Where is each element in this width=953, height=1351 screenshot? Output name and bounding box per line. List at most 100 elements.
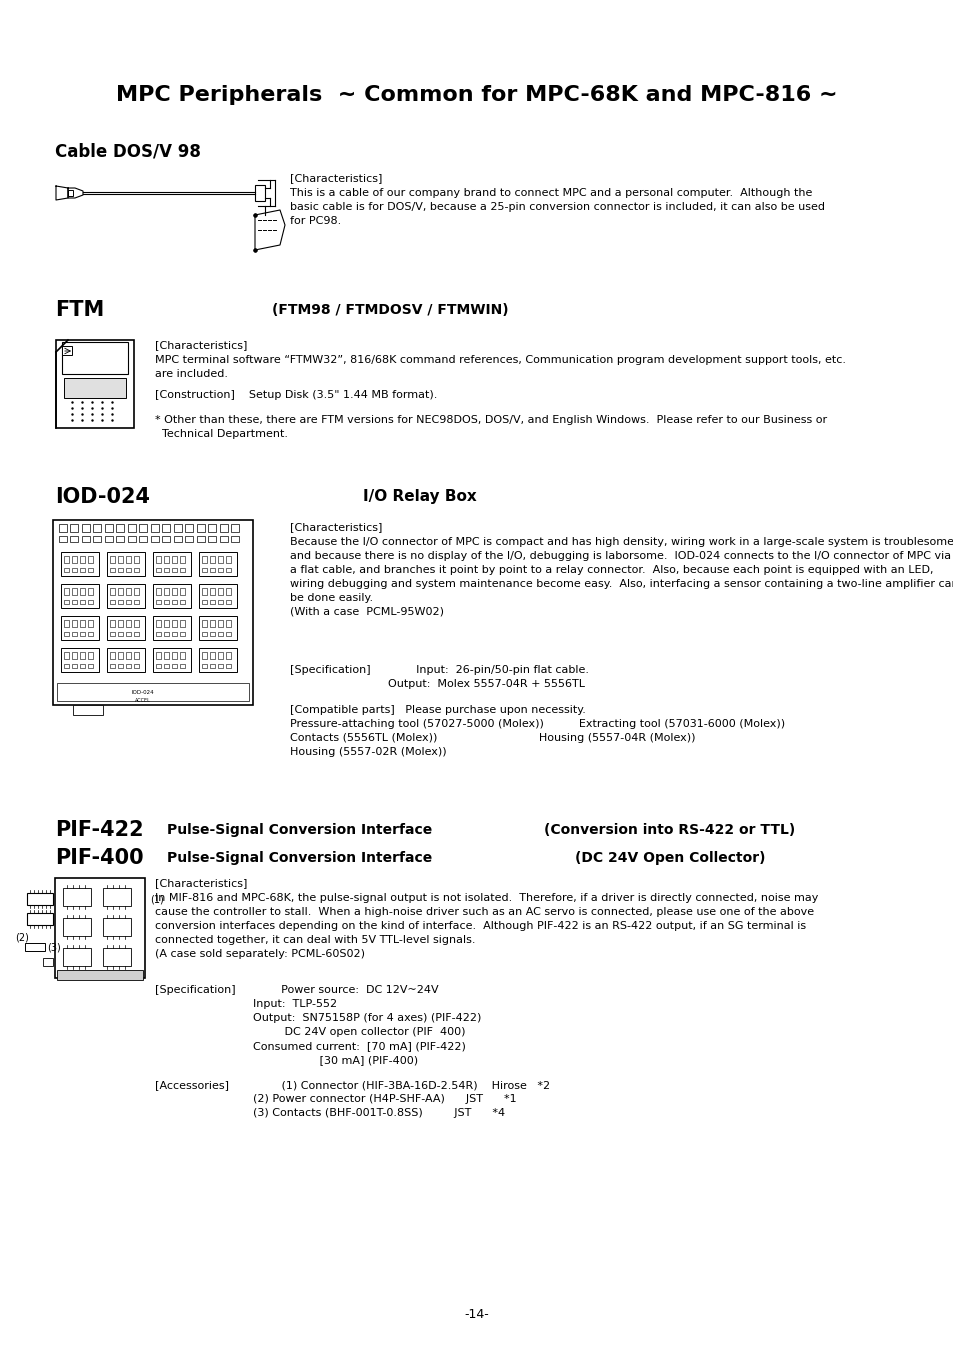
Bar [173, 536, 182, 542]
Bar [80, 620, 85, 627]
Bar [199, 584, 236, 608]
Bar [63, 888, 91, 907]
Bar [180, 600, 185, 604]
Bar [59, 524, 67, 532]
Bar [218, 588, 223, 594]
Bar [126, 557, 131, 563]
Bar [133, 588, 139, 594]
Bar [202, 632, 207, 636]
Bar [62, 346, 71, 355]
Text: (Conversion into RS-422 or TTL): (Conversion into RS-422 or TTL) [544, 823, 795, 838]
Bar [105, 524, 112, 532]
Bar [80, 557, 85, 563]
Bar [64, 588, 69, 594]
Bar [110, 632, 115, 636]
Bar [64, 663, 69, 667]
Bar [199, 648, 236, 671]
Bar [180, 632, 185, 636]
Bar [80, 653, 85, 659]
Bar [202, 653, 207, 659]
Bar [118, 663, 123, 667]
Bar [88, 567, 92, 571]
Bar [82, 536, 90, 542]
Bar [210, 588, 214, 594]
Bar [164, 632, 169, 636]
Bar [71, 620, 77, 627]
Bar [185, 524, 193, 532]
Bar [226, 663, 231, 667]
Bar [71, 632, 77, 636]
Bar [118, 632, 123, 636]
Bar [118, 588, 123, 594]
Text: [Specification]             Power source:  DC 12V~24V
                          : [Specification] Power source: DC 12V~24V [154, 985, 481, 1065]
Bar [226, 557, 231, 563]
Bar [71, 653, 77, 659]
Text: [Characteristics]: [Characteristics] [290, 521, 382, 532]
Bar [68, 190, 73, 196]
Bar [139, 536, 148, 542]
Bar [226, 567, 231, 571]
Bar [156, 557, 161, 563]
Bar [133, 620, 139, 627]
Bar [116, 536, 125, 542]
Bar [164, 588, 169, 594]
Bar [156, 620, 161, 627]
Text: I/O Relay Box: I/O Relay Box [363, 489, 476, 504]
Bar [218, 567, 223, 571]
Bar [185, 536, 193, 542]
Bar [128, 536, 136, 542]
Bar [218, 557, 223, 563]
Text: Cable DOS/V 98: Cable DOS/V 98 [55, 143, 201, 161]
Text: (DC 24V Open Collector): (DC 24V Open Collector) [574, 851, 764, 865]
Bar [164, 653, 169, 659]
Text: FTM: FTM [55, 300, 104, 320]
Bar [133, 557, 139, 563]
Bar [110, 567, 115, 571]
Bar [71, 663, 77, 667]
Bar [80, 632, 85, 636]
Bar [71, 567, 77, 571]
Bar [232, 524, 239, 532]
Bar [162, 524, 171, 532]
Bar [64, 653, 69, 659]
Text: ACCEL: ACCEL [135, 697, 151, 703]
Bar [80, 600, 85, 604]
Bar [63, 948, 91, 966]
Bar [53, 520, 253, 705]
Bar [118, 653, 123, 659]
Bar [226, 588, 231, 594]
Bar [172, 567, 177, 571]
Bar [202, 600, 207, 604]
Bar [164, 557, 169, 563]
Bar [196, 524, 205, 532]
Bar [152, 553, 191, 576]
Text: This is a cable of our company brand to connect MPC and a personal computer.  Al: This is a cable of our company brand to … [290, 188, 824, 226]
Bar [62, 342, 128, 374]
Bar [210, 632, 214, 636]
Bar [64, 567, 69, 571]
Bar [164, 600, 169, 604]
Bar [71, 524, 78, 532]
Bar [226, 653, 231, 659]
Bar [156, 632, 161, 636]
Bar [107, 553, 145, 576]
Bar [210, 663, 214, 667]
Bar [88, 620, 92, 627]
Bar [80, 588, 85, 594]
Bar [180, 567, 185, 571]
Bar [172, 663, 177, 667]
Bar [156, 567, 161, 571]
Bar [133, 663, 139, 667]
Text: In MIF-816 and MPC-68K, the pulse-signal output is not isolated.  Therefore, if : In MIF-816 and MPC-68K, the pulse-signal… [154, 893, 818, 959]
Bar [196, 536, 205, 542]
Bar [71, 588, 77, 594]
Bar [88, 653, 92, 659]
Bar [110, 620, 115, 627]
Bar [152, 616, 191, 640]
Bar [226, 620, 231, 627]
Text: [Specification]             Input:  26-pin/50-pin flat cable.
                  : [Specification] Input: 26-pin/50-pin fla… [290, 665, 588, 689]
Bar [80, 567, 85, 571]
Bar [180, 620, 185, 627]
Text: PIF-422: PIF-422 [55, 820, 144, 840]
Bar [110, 663, 115, 667]
